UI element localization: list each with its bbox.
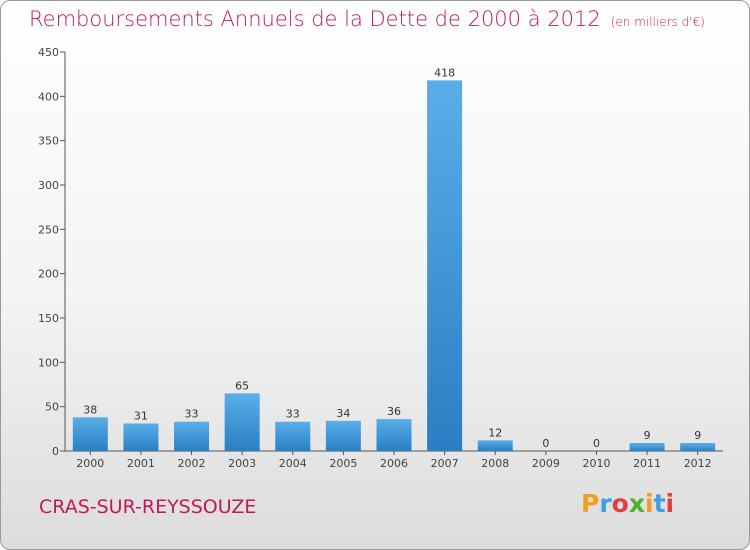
bar [680, 443, 716, 451]
y-tick-label: 250 [38, 223, 59, 236]
logo-letter: i [665, 489, 675, 518]
logo-letter: r [599, 489, 612, 518]
logo-letter: i [645, 489, 654, 518]
bar [224, 393, 260, 451]
y-tick-label: 50 [45, 401, 59, 414]
town-name: CRAS-SUR-REYSSOUZE [39, 496, 257, 518]
y-tick-label: 300 [38, 179, 59, 192]
chart-bars [72, 80, 716, 451]
bar [629, 443, 665, 451]
logo-letter: x [628, 489, 645, 518]
y-tick-label: 150 [38, 312, 59, 325]
chart-axes: 0 50 100 150 200 250 300 350 400 450 [38, 46, 723, 458]
y-tick-label: 200 [38, 268, 59, 281]
x-tick-label: 2011 [633, 457, 661, 470]
data-label: 38 [83, 403, 97, 416]
x-tick-label: 2001 [127, 457, 155, 470]
data-label: 31 [134, 410, 148, 423]
x-tick-label: 2009 [532, 457, 560, 470]
bar [376, 419, 412, 451]
x-tick-label: 2004 [279, 457, 307, 470]
y-tick-label: 350 [38, 135, 59, 148]
x-tick-label: 2003 [228, 457, 256, 470]
data-label: 9 [694, 429, 701, 442]
bar [477, 440, 513, 451]
bar [275, 421, 311, 451]
data-label: 12 [488, 426, 502, 439]
x-tick-label: 2000 [76, 457, 104, 470]
x-tick-label: 2007 [431, 457, 459, 470]
data-label: 418 [434, 66, 455, 79]
data-label: 0 [593, 437, 600, 450]
x-tick-label: 2010 [582, 457, 610, 470]
chart-labels: 2000 38 2001 31 2002 33 2003 65 2004 33 2005 34 2006… [76, 66, 711, 470]
bar [72, 417, 108, 451]
bar [174, 421, 210, 451]
x-tick-label: 2012 [684, 457, 712, 470]
proxiti-logo: Proxiti [581, 489, 674, 518]
y-tick-label: 450 [38, 46, 59, 59]
y-tick-label: 0 [52, 445, 59, 458]
x-tick-label: 2008 [481, 457, 509, 470]
x-tick-label: 2006 [380, 457, 408, 470]
data-label: 36 [387, 405, 401, 418]
x-tick-label: 2002 [178, 457, 206, 470]
data-label: 33 [286, 408, 300, 421]
data-label: 33 [185, 408, 199, 421]
bar [325, 420, 361, 451]
data-label: 0 [542, 437, 549, 450]
data-label: 9 [644, 429, 651, 442]
data-label: 34 [336, 407, 350, 420]
bar [123, 423, 159, 451]
x-tick-label: 2005 [329, 457, 357, 470]
logo-letter: P [581, 489, 600, 518]
y-tick-label: 100 [38, 356, 59, 369]
chart-title-text: Remboursements Annuels de la Dette de 20… [29, 7, 601, 31]
y-tick-label: 400 [38, 90, 59, 103]
bar [427, 80, 463, 451]
chart-title: Remboursements Annuels de la Dette de 20… [29, 7, 705, 31]
chart-unit: (en milliers d'€) [610, 15, 705, 29]
data-label: 65 [235, 379, 249, 392]
logo-letter: o [611, 489, 629, 518]
logo-letter: t [653, 489, 666, 518]
